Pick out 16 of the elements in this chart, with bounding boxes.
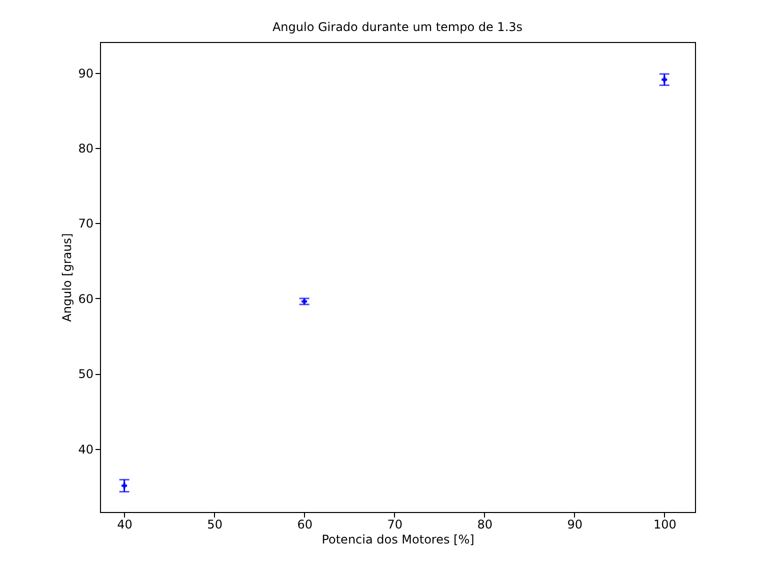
y-tick-label: 80 [78, 142, 94, 156]
x-tick-label: 50 [207, 518, 222, 532]
y-tick-label: 50 [78, 367, 94, 382]
x-tick-label: 80 [477, 518, 493, 532]
x-tick-label: 70 [387, 518, 402, 532]
chart-title: Angulo Girado durante um tempo de 1.3s [272, 20, 523, 34]
y-tick-label: 40 [78, 442, 94, 456]
y-tick-label: 70 [78, 216, 94, 231]
x-tick-label: 100 [653, 518, 676, 532]
x-tick-label: 40 [117, 518, 132, 532]
y-axis-title: Angulo [graus] [60, 233, 74, 322]
x-tick-label: 90 [567, 518, 583, 532]
y-tick-label: 90 [78, 66, 94, 80]
x-axis-title: Potencia dos Motores [%] [322, 532, 474, 546]
y-tick-label: 60 [78, 292, 94, 306]
x-tick-label: 60 [297, 518, 312, 532]
